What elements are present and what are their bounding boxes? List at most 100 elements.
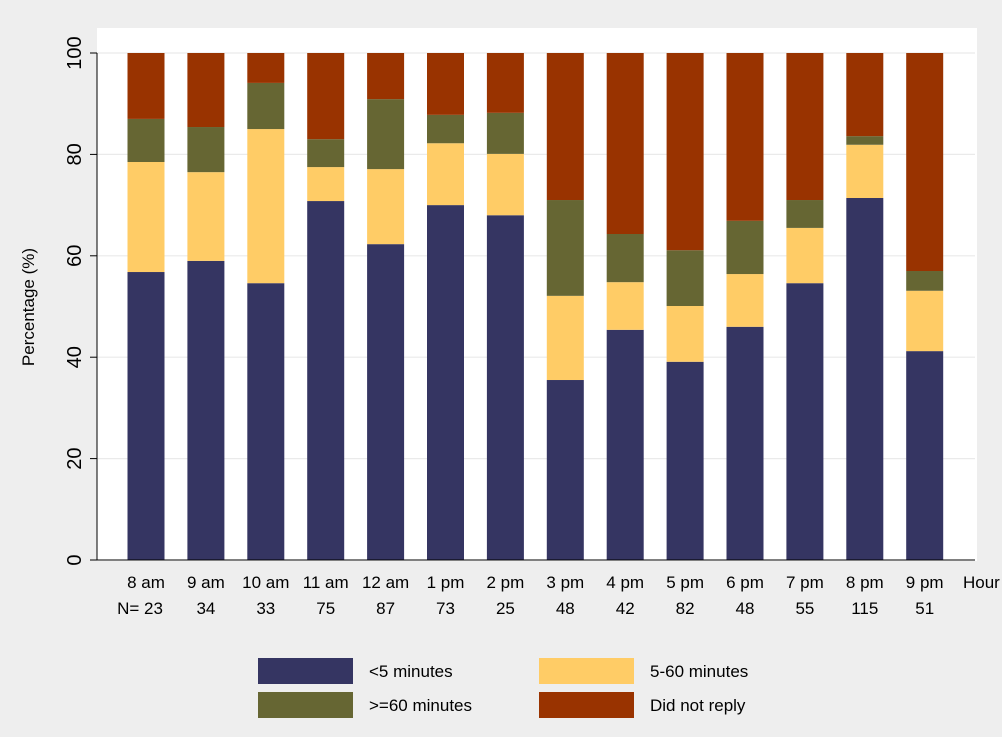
bar-segment	[546, 295, 584, 381]
bar-segment	[187, 53, 225, 128]
bar-segment	[427, 205, 464, 560]
bar-segment	[846, 53, 884, 137]
legend-label: <5 minutes	[369, 662, 453, 681]
x-tick-label: 3 pm	[546, 573, 584, 592]
legend-label: 5-60 minutes	[650, 662, 748, 681]
bar-segment	[906, 271, 944, 291]
bar-segment	[486, 215, 524, 561]
bar-segment	[906, 351, 944, 560]
bar-segment	[546, 200, 584, 296]
x-tick-label: 12 am	[362, 573, 409, 592]
bar-segment	[666, 361, 704, 560]
y-tick-label: 0	[64, 554, 86, 565]
x-axis-title: Hour	[963, 573, 1000, 592]
sample-size-label: 75	[316, 599, 335, 618]
bar-segment	[307, 139, 345, 168]
x-tick-label: 5 pm	[666, 573, 704, 592]
bar-segment	[726, 326, 764, 560]
bar-segment	[427, 53, 464, 115]
x-tick-label: 8 pm	[846, 573, 884, 592]
legend-label: Did not reply	[650, 696, 746, 715]
bar-segment	[786, 200, 824, 228]
sample-size-label: 42	[616, 599, 635, 618]
plot-area	[97, 28, 977, 561]
bar-segment	[127, 272, 165, 560]
bar-segment	[247, 53, 285, 83]
bar-segment	[786, 53, 824, 201]
y-tick-label: 80	[64, 143, 86, 165]
bar-segment	[367, 53, 405, 100]
y-tick-label: 40	[64, 346, 86, 368]
x-tick-label: 9 pm	[906, 573, 944, 592]
legend-label: >=60 minutes	[369, 696, 472, 715]
sample-size-label: 51	[915, 599, 934, 618]
bar-segment	[606, 53, 644, 234]
bar-segment	[427, 143, 464, 206]
legend-swatch	[258, 658, 353, 684]
bar-segment	[247, 283, 285, 560]
bar-segment	[367, 244, 405, 560]
x-tick-label: 10 am	[242, 573, 289, 592]
bar-segment	[307, 167, 345, 202]
bar-segment	[187, 260, 225, 560]
legend-swatch	[539, 692, 634, 718]
bar-segment	[486, 112, 524, 154]
y-tick-label: 100	[64, 36, 86, 69]
bar-segment	[546, 380, 584, 560]
bar-segment	[846, 144, 884, 199]
bar-segment	[786, 227, 824, 284]
bar-segment	[307, 53, 345, 140]
sample-size-label: N= 23	[117, 599, 163, 618]
bar-segment	[127, 162, 165, 273]
bar-segment	[247, 129, 285, 284]
bar-segment	[127, 118, 165, 163]
bar-segment	[367, 99, 405, 170]
bar-segment	[187, 172, 225, 261]
x-tick-label: 8 am	[127, 573, 165, 592]
x-tick-label: 6 pm	[726, 573, 764, 592]
sample-size-label: 73	[436, 599, 455, 618]
bar-segment	[726, 220, 764, 275]
sample-size-label: 25	[496, 599, 515, 618]
bar-segment	[666, 53, 704, 251]
bar-segment	[726, 274, 764, 327]
sample-size-label: 55	[795, 599, 814, 618]
bar-segment	[726, 53, 764, 221]
bar-segment	[786, 283, 824, 560]
x-tick-label: 2 pm	[487, 573, 525, 592]
sample-size-label: 82	[676, 599, 695, 618]
bar-segment	[127, 53, 165, 119]
bar-segment	[486, 53, 524, 113]
bar-segment	[427, 114, 464, 144]
sample-size-label: 48	[736, 599, 755, 618]
sample-size-label: 34	[196, 599, 215, 618]
bar-segment	[846, 136, 884, 145]
bar-segment	[666, 305, 704, 362]
sample-size-label: 48	[556, 599, 575, 618]
bar-segment	[846, 198, 884, 560]
legend: <5 minutes 5-60 minutes >=60 minutes Did no…	[258, 658, 748, 718]
bar-segment	[307, 201, 345, 560]
bar-segment	[546, 53, 584, 201]
bar-segment	[247, 82, 285, 130]
sample-size-label: 33	[256, 599, 275, 618]
y-tick-label: 20	[64, 447, 86, 469]
bar-segment	[367, 169, 405, 245]
legend-swatch	[539, 658, 634, 684]
x-tick-label: 4 pm	[606, 573, 644, 592]
x-tick-label: 7 pm	[786, 573, 824, 592]
bar-segment	[187, 127, 225, 173]
bar-segment	[606, 282, 644, 330]
x-tick-label: 11 am	[303, 573, 349, 592]
bar-segment	[606, 329, 644, 560]
bar-segment	[906, 53, 944, 272]
bar-segment	[666, 250, 704, 306]
bar-segment	[606, 233, 644, 283]
sample-size-label: 115	[851, 599, 878, 618]
legend-swatch	[258, 692, 353, 718]
bar-segment	[486, 153, 524, 216]
x-tick-label: 1 pm	[427, 573, 465, 592]
y-tick-label: 60	[64, 245, 86, 267]
y-axis-title: Percentage (%)	[19, 248, 38, 366]
